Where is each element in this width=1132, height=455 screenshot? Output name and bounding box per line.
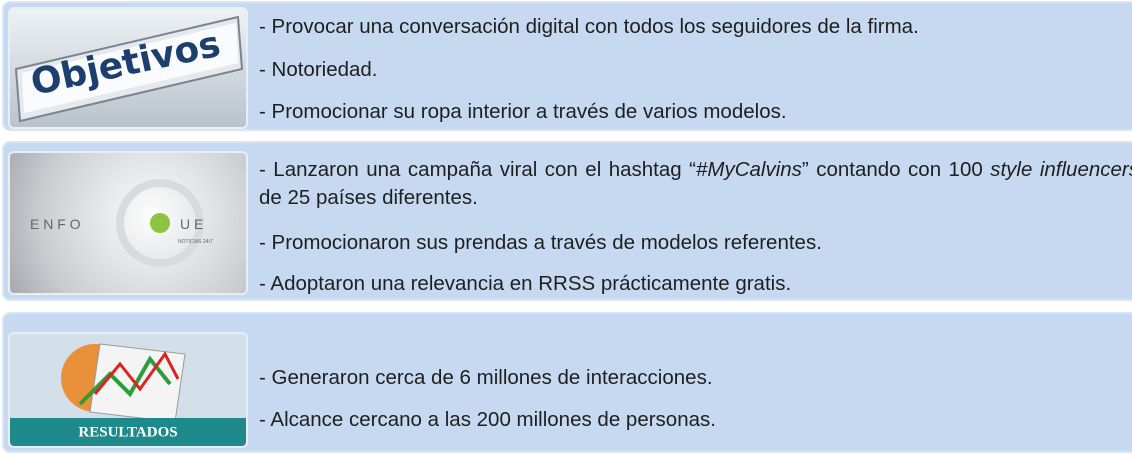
page: Objetivos - Provocar una conversación di… [0,0,1132,455]
item-text: - Provocar una conversación digital con … [259,15,919,38]
logo-text: E N F O [30,216,81,232]
item: - Lanzaron una campaña viral con el hash… [259,156,1132,212]
item-text: - Generaron cerca de 6 millones de inter… [259,366,713,389]
banner-text: RESULTADOS [78,424,177,440]
objetivos-image: Objetivos [8,7,248,129]
item-text: ” contando con 100 [802,158,990,181]
item-text: - Promocionar su ropa interior a través … [259,100,787,123]
panel-enfoque: E N F O U E NOTICIAS 24/7 - Lanzaron una… [2,141,1132,301]
item: - Promocionaron sus prendas a través de … [259,229,822,257]
item: - Adoptaron una relevancia en RRSS práct… [259,270,791,298]
resultados-image: RESULTADOS [8,332,248,448]
item-text: de 25 países diferentes. [259,186,478,209]
enfoque-image: E N F O U E NOTICIAS 24/7 [8,151,248,295]
item: - Generaron cerca de 6 millones de inter… [259,364,713,392]
item: - Alcance cercano a las 200 millones de … [259,406,716,434]
italic-term: style influencers [990,158,1132,181]
item: - Notoriedad. [259,56,378,84]
item: - Promocionar su ropa interior a través … [259,98,787,126]
panel-objetivos: Objetivos - Provocar una conversación di… [2,1,1132,131]
item-text: - Alcance cercano a las 200 millones de … [259,408,716,431]
item-text: - Promocionaron sus prendas a través de … [259,231,822,254]
objetivos-sign: Objetivos [10,9,246,127]
item: - Provocar una conversación digital con … [259,13,919,41]
resultados-icon: RESULTADOS [10,334,246,446]
item-text: - Adoptaron una relevancia en RRSS práct… [259,272,791,295]
hashtag: #MyCalvins [696,158,802,181]
enfoque-logo: E N F O U E NOTICIAS 24/7 [10,153,246,293]
panel-resultados: RESULTADOS - Generaron cerca de 6 millon… [2,312,1132,453]
logo-subtext: NOTICIAS 24/7 [178,239,213,245]
logo-text: U E [180,216,203,232]
item-text: - Lanzaron una campaña viral con el hash… [259,158,696,181]
item-text: - Notoriedad. [259,58,378,81]
